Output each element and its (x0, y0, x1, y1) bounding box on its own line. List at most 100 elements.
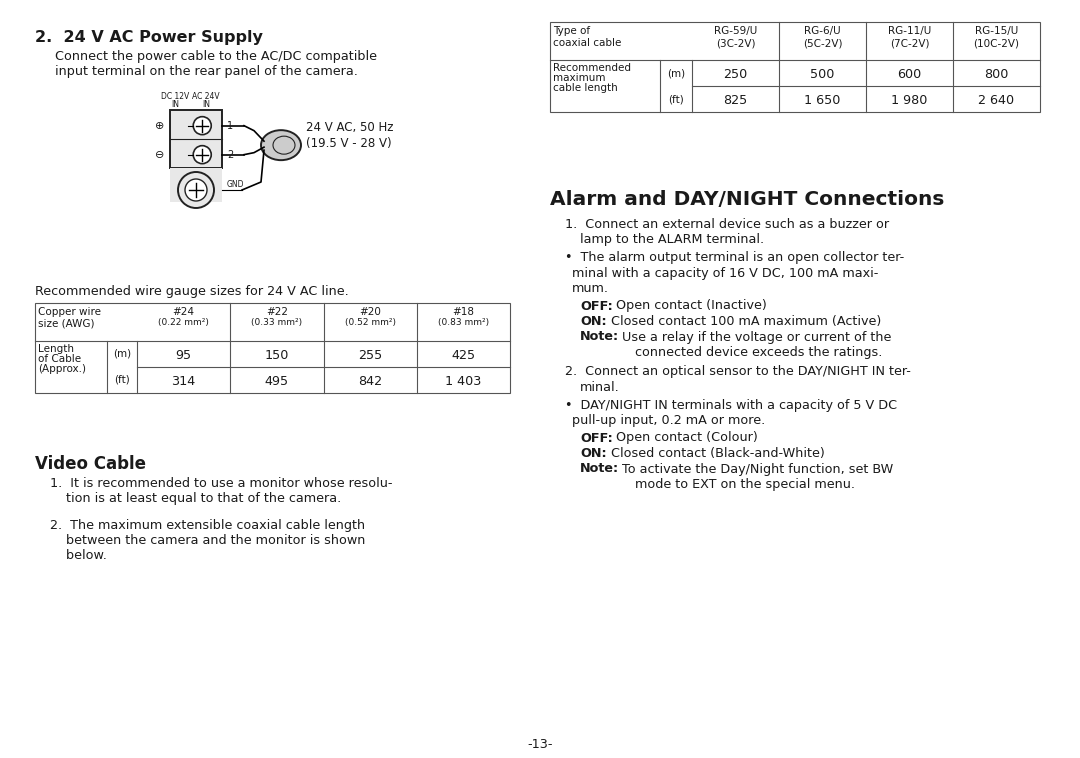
Text: (10C-2V): (10C-2V) (973, 38, 1020, 48)
Text: 425: 425 (451, 349, 475, 362)
Text: minal.: minal. (580, 381, 620, 394)
Text: 1 980: 1 980 (891, 94, 928, 107)
Text: of Cable: of Cable (38, 354, 81, 364)
Text: #22: #22 (266, 307, 288, 317)
Text: Length: Length (38, 344, 75, 354)
Text: GND: GND (227, 180, 244, 189)
Text: RG-59/U: RG-59/U (714, 26, 757, 36)
Text: AC 24V: AC 24V (192, 92, 220, 101)
Text: (ft): (ft) (114, 375, 130, 385)
Text: To activate the Day/Night function, set BW: To activate the Day/Night function, set … (618, 462, 893, 475)
Text: Note:: Note: (580, 330, 619, 343)
Text: 800: 800 (984, 68, 1009, 81)
Bar (170, 168, 222, 202)
Text: maximum: maximum (553, 73, 606, 83)
Text: 2.  24 V AC Power Supply: 2. 24 V AC Power Supply (35, 30, 262, 45)
Text: (7C-2V): (7C-2V) (890, 38, 929, 48)
Text: Note:: Note: (580, 462, 619, 475)
Text: Connect the power cable to the AC/DC compatible: Connect the power cable to the AC/DC com… (55, 50, 377, 63)
Text: mum.: mum. (572, 282, 609, 295)
Text: Type of: Type of (553, 26, 590, 36)
Text: (0.83 mm²): (0.83 mm²) (437, 318, 489, 327)
Text: ⊕: ⊕ (156, 121, 164, 130)
Text: IN: IN (202, 100, 210, 109)
Text: (m): (m) (113, 349, 131, 359)
Ellipse shape (273, 136, 295, 154)
Text: Recommended wire gauge sizes for 24 V AC line.: Recommended wire gauge sizes for 24 V AC… (35, 285, 349, 298)
Text: tion is at least equal to that of the camera.: tion is at least equal to that of the ca… (50, 492, 341, 505)
Text: connected device exceeds the ratings.: connected device exceeds the ratings. (635, 346, 882, 359)
Text: 255: 255 (357, 349, 382, 362)
Ellipse shape (261, 130, 301, 160)
Text: #24: #24 (173, 307, 194, 317)
Text: (19.5 V - 28 V): (19.5 V - 28 V) (306, 136, 392, 149)
Text: mode to EXT on the special menu.: mode to EXT on the special menu. (635, 478, 855, 491)
Text: cable length: cable length (553, 83, 618, 93)
Text: 495: 495 (265, 375, 289, 388)
Text: (0.22 mm²): (0.22 mm²) (158, 318, 210, 327)
Text: 1.  It is recommended to use a monitor whose resolu-: 1. It is recommended to use a monitor wh… (50, 477, 392, 490)
Text: (m): (m) (667, 68, 685, 78)
Text: OFF:: OFF: (580, 431, 612, 444)
Text: IN: IN (171, 100, 179, 109)
Bar (550, 22, 1040, 112)
Text: 1: 1 (227, 121, 233, 130)
Text: 842: 842 (359, 375, 382, 388)
Text: ON:: ON: (580, 447, 607, 460)
Text: (5C-2V): (5C-2V) (802, 38, 842, 48)
Text: 250: 250 (724, 68, 747, 81)
Text: -13-: -13- (527, 738, 553, 751)
Text: size (AWG): size (AWG) (38, 319, 95, 329)
Text: 24 V AC, 50 Hz: 24 V AC, 50 Hz (306, 121, 393, 133)
Text: 2 640: 2 640 (978, 94, 1014, 107)
Text: input terminal on the rear panel of the camera.: input terminal on the rear panel of the … (55, 65, 357, 78)
Text: pull-up input, 0.2 mA or more.: pull-up input, 0.2 mA or more. (572, 414, 766, 427)
Text: ⊖: ⊖ (156, 149, 164, 160)
Text: below.: below. (50, 549, 107, 562)
Bar (35, 303, 510, 393)
Circle shape (193, 146, 212, 164)
Text: Use a relay if the voltage or current of the: Use a relay if the voltage or current of… (618, 330, 891, 343)
Text: 500: 500 (810, 68, 835, 81)
Text: Copper wire: Copper wire (38, 307, 102, 317)
Text: RG-6/U: RG-6/U (805, 26, 841, 36)
Text: Recommended: Recommended (553, 63, 631, 73)
Text: Open contact (Inactive): Open contact (Inactive) (612, 299, 767, 312)
Text: (Approx.): (Approx.) (38, 364, 86, 374)
Text: (ft): (ft) (669, 94, 684, 104)
Text: 2: 2 (227, 149, 233, 160)
Text: 95: 95 (176, 349, 191, 362)
Text: (3C-2V): (3C-2V) (716, 38, 755, 48)
Text: minal with a capacity of 16 V DC, 100 mA maxi-: minal with a capacity of 16 V DC, 100 mA… (572, 267, 878, 280)
Circle shape (193, 117, 212, 135)
Text: 1 403: 1 403 (445, 375, 482, 388)
Text: Video Cable: Video Cable (35, 455, 146, 473)
Text: •  DAY/NIGHT IN terminals with a capacity of 5 V DC: • DAY/NIGHT IN terminals with a capacity… (565, 399, 897, 412)
Text: Closed contact 100 mA maximum (Active): Closed contact 100 mA maximum (Active) (607, 315, 881, 328)
Text: #20: #20 (360, 307, 381, 317)
Text: Closed contact (Black-and-White): Closed contact (Black-and-White) (607, 447, 825, 460)
Text: 600: 600 (897, 68, 921, 81)
Text: lamp to the ALARM terminal.: lamp to the ALARM terminal. (580, 233, 765, 246)
Circle shape (178, 172, 214, 208)
Text: between the camera and the monitor is shown: between the camera and the monitor is sh… (50, 534, 365, 547)
Text: (0.33 mm²): (0.33 mm²) (252, 318, 302, 327)
Text: ON:: ON: (580, 315, 607, 328)
Text: DC 12V: DC 12V (161, 92, 189, 101)
Text: (0.52 mm²): (0.52 mm²) (345, 318, 395, 327)
Bar (170, 110, 222, 168)
Text: •  The alarm output terminal is an open collector ter-: • The alarm output terminal is an open c… (565, 251, 904, 264)
Text: Open contact (Colour): Open contact (Colour) (612, 431, 758, 444)
Text: 1 650: 1 650 (805, 94, 840, 107)
Text: 1.  Connect an external device such as a buzzer or: 1. Connect an external device such as a … (565, 218, 889, 231)
Text: RG-11/U: RG-11/U (888, 26, 931, 36)
Text: 314: 314 (172, 375, 195, 388)
Text: 2.  Connect an optical sensor to the DAY/NIGHT IN ter-: 2. Connect an optical sensor to the DAY/… (565, 365, 910, 378)
Text: 150: 150 (265, 349, 289, 362)
Text: Alarm and DAY/NIGHT Connections: Alarm and DAY/NIGHT Connections (550, 190, 944, 209)
Text: OFF:: OFF: (580, 299, 612, 312)
Circle shape (185, 179, 207, 201)
Text: RG-15/U: RG-15/U (975, 26, 1018, 36)
Text: #18: #18 (453, 307, 474, 317)
Text: coaxial cable: coaxial cable (553, 38, 621, 48)
